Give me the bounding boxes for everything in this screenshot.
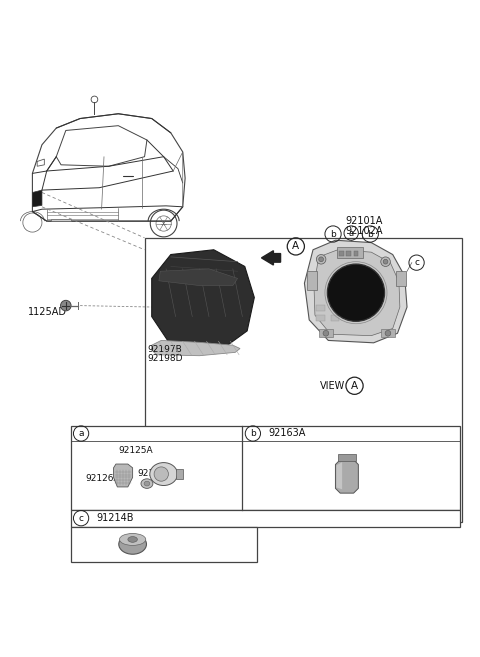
Text: a: a — [78, 429, 84, 438]
Polygon shape — [51, 219, 71, 221]
Polygon shape — [336, 462, 342, 489]
Bar — [307, 271, 317, 290]
Circle shape — [381, 257, 390, 267]
Text: 92102A: 92102A — [345, 225, 383, 236]
Circle shape — [319, 257, 324, 261]
Text: c: c — [414, 258, 419, 267]
Text: b: b — [330, 229, 336, 238]
Polygon shape — [314, 250, 400, 336]
Text: 92126A: 92126A — [85, 474, 120, 483]
Ellipse shape — [144, 481, 150, 486]
Text: 92163A: 92163A — [269, 428, 306, 438]
Bar — [337, 248, 363, 258]
Bar — [316, 315, 325, 321]
Text: 92198D: 92198D — [147, 354, 182, 363]
Ellipse shape — [120, 533, 146, 545]
Ellipse shape — [119, 534, 146, 555]
Text: VIEW: VIEW — [320, 381, 346, 391]
Polygon shape — [152, 250, 254, 350]
Bar — [339, 251, 344, 256]
Bar — [71, 426, 459, 510]
Ellipse shape — [141, 479, 153, 488]
Circle shape — [60, 300, 71, 311]
Circle shape — [327, 264, 384, 321]
Text: 92140E: 92140E — [137, 468, 171, 478]
Circle shape — [316, 254, 326, 264]
Bar — [360, 294, 368, 300]
Text: b: b — [367, 229, 373, 238]
Text: 1125AD: 1125AD — [28, 307, 67, 317]
Bar — [176, 469, 183, 479]
Polygon shape — [304, 240, 407, 343]
Bar — [354, 251, 359, 256]
Polygon shape — [336, 460, 359, 493]
Bar — [71, 510, 459, 526]
Circle shape — [385, 330, 391, 336]
Text: 91214B: 91214B — [97, 513, 134, 523]
Text: a: a — [348, 229, 354, 238]
Bar — [347, 251, 351, 256]
Text: A: A — [292, 241, 300, 252]
Bar — [331, 315, 339, 321]
Bar — [381, 329, 395, 337]
Bar — [144, 238, 462, 522]
Circle shape — [323, 330, 329, 336]
Bar — [316, 305, 325, 311]
Ellipse shape — [154, 467, 168, 481]
Text: c: c — [79, 514, 84, 523]
Bar — [319, 329, 333, 337]
Polygon shape — [152, 340, 240, 355]
Text: 92101A: 92101A — [345, 216, 383, 226]
Text: b: b — [250, 429, 256, 438]
Bar — [71, 526, 257, 562]
Polygon shape — [33, 190, 42, 207]
Text: A: A — [351, 381, 358, 391]
Bar — [396, 271, 406, 286]
Ellipse shape — [128, 537, 137, 542]
Polygon shape — [159, 269, 238, 286]
Bar — [338, 453, 356, 461]
Text: 92125A: 92125A — [118, 445, 153, 455]
Circle shape — [383, 260, 388, 264]
Text: 92197B: 92197B — [147, 346, 182, 355]
Ellipse shape — [150, 463, 178, 486]
FancyArrow shape — [262, 251, 281, 265]
Polygon shape — [114, 464, 132, 487]
